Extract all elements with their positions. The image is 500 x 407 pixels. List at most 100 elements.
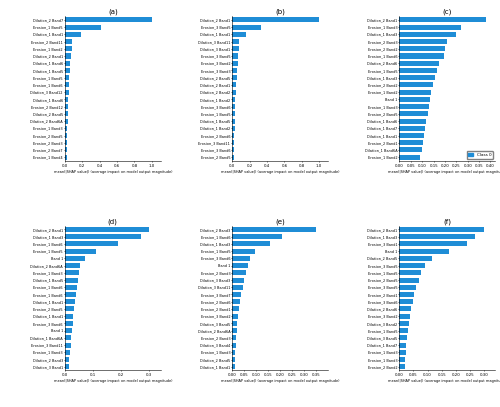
Bar [65, 75, 70, 80]
Bar [65, 350, 70, 355]
Bar [232, 364, 234, 369]
Bar [400, 68, 437, 73]
Bar [65, 299, 75, 304]
Bar [65, 155, 66, 160]
Bar [65, 328, 72, 333]
Bar [400, 256, 432, 261]
Bar [400, 111, 427, 116]
Bar [232, 227, 316, 232]
Bar [232, 104, 235, 109]
X-axis label: mean(|SHAP value|) (average impact on model output magnitude): mean(|SHAP value|) (average impact on mo… [388, 379, 500, 383]
Bar [232, 133, 234, 138]
Title: (c): (c) [442, 9, 452, 15]
Bar [65, 90, 68, 95]
Bar [65, 357, 70, 362]
Title: (b): (b) [275, 9, 285, 15]
Bar [65, 256, 84, 261]
X-axis label: mean(|SHAP value|) (average impact on model output magnitude): mean(|SHAP value|) (average impact on mo… [54, 170, 172, 174]
Bar [400, 140, 422, 145]
Bar [65, 227, 150, 232]
Bar [65, 292, 76, 297]
X-axis label: mean(|SHAP value|) (average impact on model output magnitude): mean(|SHAP value|) (average impact on mo… [388, 170, 500, 174]
Bar [65, 18, 152, 22]
Title: (a): (a) [108, 9, 118, 15]
Bar [400, 364, 404, 369]
Bar [65, 147, 67, 153]
X-axis label: mean(|SHAP value|) (average impact on model output magnitude): mean(|SHAP value|) (average impact on mo… [54, 379, 172, 383]
Bar [65, 321, 72, 326]
Bar [232, 32, 246, 37]
Bar [400, 53, 444, 59]
Bar [232, 97, 235, 102]
Bar [400, 278, 418, 282]
Bar [400, 234, 475, 239]
Bar [400, 306, 411, 311]
Bar [400, 314, 410, 319]
Bar [400, 299, 412, 304]
Bar [232, 285, 242, 290]
Bar [65, 270, 79, 276]
Title: (d): (d) [108, 218, 118, 225]
Bar [400, 321, 408, 326]
Bar [400, 343, 406, 348]
Bar [232, 46, 238, 51]
Bar [232, 263, 248, 268]
Bar [65, 263, 80, 268]
Bar [400, 24, 461, 30]
Bar [400, 335, 407, 340]
Bar [65, 104, 68, 109]
Bar [232, 343, 235, 348]
Bar [232, 39, 239, 44]
Bar [232, 18, 319, 22]
Bar [400, 46, 445, 51]
Bar [400, 155, 420, 160]
Bar [232, 118, 234, 124]
Bar [400, 249, 448, 254]
Bar [232, 126, 234, 131]
Bar [232, 68, 237, 73]
Bar [232, 24, 261, 30]
Bar [65, 133, 67, 138]
Bar [65, 24, 102, 30]
Bar [400, 263, 424, 268]
Bar [400, 147, 421, 153]
Bar [232, 234, 282, 239]
Bar [400, 90, 432, 95]
Bar [400, 285, 416, 290]
Bar [400, 75, 434, 80]
Bar [400, 227, 484, 232]
Bar [400, 32, 456, 37]
Bar [232, 53, 238, 59]
Bar [232, 278, 244, 282]
Bar [65, 249, 96, 254]
Bar [232, 335, 236, 340]
Bar [65, 46, 71, 51]
Bar [400, 82, 433, 88]
Bar [400, 97, 430, 102]
Bar [65, 111, 68, 116]
Bar [65, 241, 118, 246]
Bar [65, 285, 77, 290]
Bar [232, 155, 234, 160]
Title: (f): (f) [443, 218, 451, 225]
Bar [65, 364, 69, 369]
Bar [65, 61, 70, 66]
Bar [65, 39, 72, 44]
Bar [400, 350, 406, 355]
Bar [400, 133, 424, 138]
Bar [232, 75, 236, 80]
Bar [65, 343, 70, 348]
Bar [65, 140, 67, 145]
Bar [65, 118, 68, 124]
Bar [232, 90, 235, 95]
Bar [65, 314, 74, 319]
Bar [400, 118, 426, 124]
Bar [400, 126, 425, 131]
Bar [65, 306, 74, 311]
Legend: Class 0: Class 0 [466, 151, 493, 159]
Bar [232, 357, 235, 362]
Bar [232, 140, 234, 145]
Bar [65, 68, 70, 73]
Bar [232, 270, 246, 276]
Bar [232, 292, 241, 297]
